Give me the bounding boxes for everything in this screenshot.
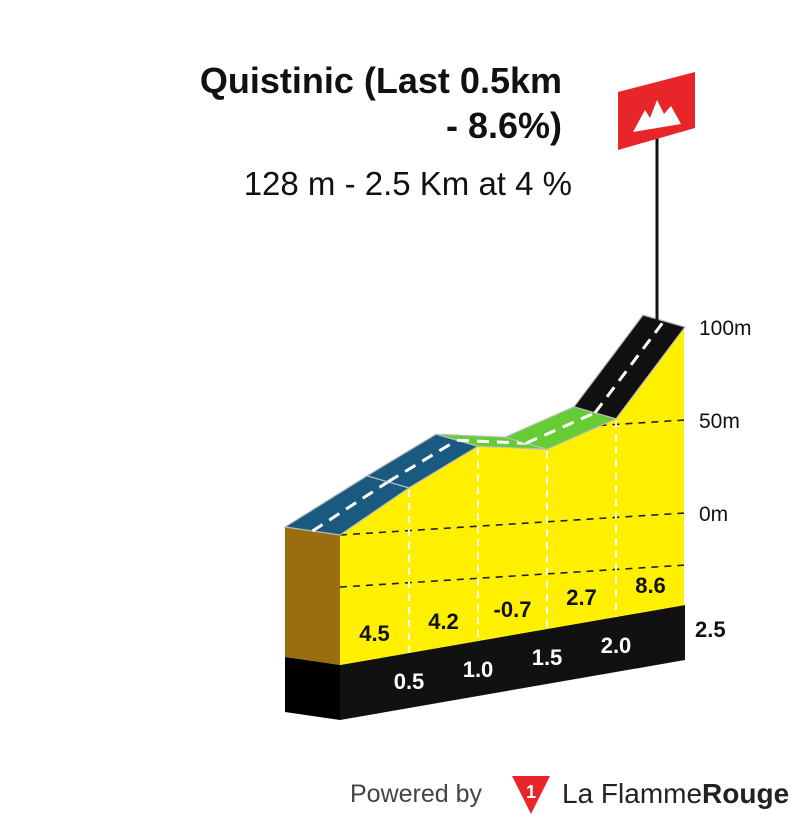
distance-tick-label: 0.5 (394, 669, 425, 694)
chart-road-layer (283, 314, 687, 536)
elevation-gridline (340, 512, 685, 536)
gradient-label: 8.6 (635, 573, 666, 598)
profile-front-face (340, 327, 685, 665)
profile-base-band (340, 605, 685, 720)
gradient-label: 4.2 (428, 609, 459, 634)
road-centerline (311, 480, 389, 533)
profile-side-face (285, 527, 340, 665)
gradient-label: 2.7 (566, 585, 597, 610)
climb-title-line1: Quistinic (Last 0.5km (199, 60, 562, 101)
brand-name: La FlammeRouge (562, 778, 789, 810)
powered-by-label: Powered by (350, 780, 483, 808)
climb-title-line2: - 8.6%) (445, 105, 562, 146)
chart-base-layer (285, 527, 685, 720)
elevation-gridline (340, 564, 685, 588)
summit-flag (618, 72, 695, 321)
base-side-face (285, 657, 340, 720)
distance-tick-label: 2.0 (601, 633, 632, 658)
brand-name-part1: La Flamme (562, 778, 703, 809)
brand-name-part2: Rouge (702, 778, 790, 809)
elevation-profile-chart: 4.5 4.2 -0.7 2.7 8.6 0.5 1.0 1.5 2.0 2.5 100m 50m 0m (283, 72, 752, 720)
road-centerline (387, 438, 458, 484)
footer-branding: Powered by 1 La FlammeRouge (350, 772, 795, 816)
distance-tick-label: 2.5 (695, 617, 726, 642)
chart-front-layer (340, 327, 686, 665)
gradient-label: -0.7 (494, 597, 532, 622)
elevation-tick-label: 0m (699, 503, 728, 526)
chart-label-layer: 4.5 4.2 -0.7 2.7 8.6 0.5 1.0 1.5 2.0 2.5 100m 50m 0m (359, 317, 751, 694)
la-flamme-rouge-logo-icon: 1 (512, 776, 550, 814)
road-segment (572, 314, 687, 420)
road-centerline (525, 411, 596, 445)
road-centerline (456, 438, 527, 445)
distance-tick-label: 1.5 (532, 645, 563, 670)
logo-digit: 1 (526, 782, 536, 802)
climb-subtitle: 128 m - 2.5 Km at 4 % (243, 165, 572, 202)
gradient-label: 4.5 (359, 621, 390, 646)
elevation-tick-label: 50m (699, 410, 740, 433)
climb-title: Quistinic (Last 0.5km - 8.6%) (62, 58, 562, 148)
mountain-icon (633, 100, 681, 132)
distance-tick-label: 1.0 (463, 657, 494, 682)
elevation-tick-label: 100m (699, 317, 752, 340)
